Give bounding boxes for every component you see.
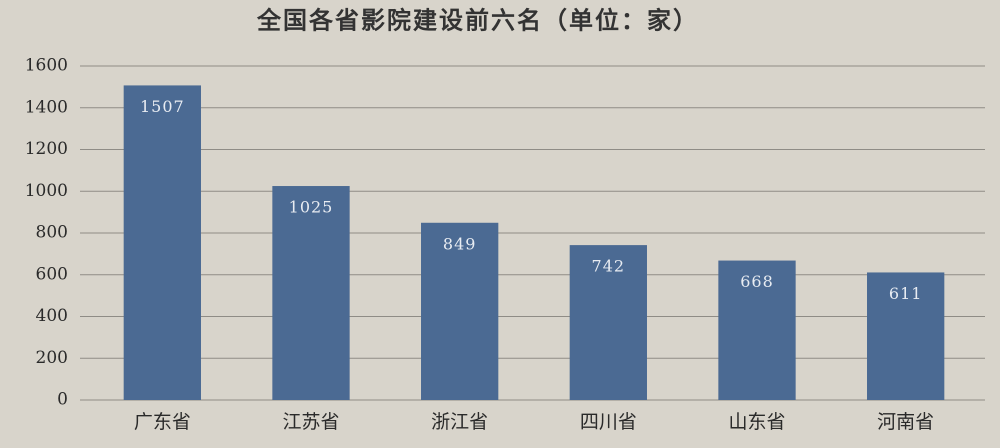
y-tick-label: 800: [36, 223, 68, 243]
y-tick-label: 200: [36, 348, 68, 368]
y-tick-label: 1600: [25, 56, 68, 76]
x-tick-label: 江苏省: [282, 411, 339, 433]
x-tick-label: 河南省: [877, 411, 934, 433]
x-tick-label: 山东省: [728, 411, 785, 433]
bar: [867, 272, 945, 400]
y-tick-label: 1000: [25, 181, 68, 201]
bar: [272, 186, 350, 400]
value-label: 1025: [289, 198, 334, 217]
value-label: 611: [889, 284, 923, 303]
y-tick-label: 1200: [25, 139, 68, 159]
value-label: 849: [443, 234, 477, 253]
value-label: 1507: [140, 97, 185, 116]
x-tick-label: 四川省: [580, 411, 637, 433]
x-tick-label: 广东省: [134, 411, 191, 433]
y-tick-label: 0: [57, 390, 68, 410]
bar: [123, 85, 201, 400]
bar: [569, 245, 647, 400]
value-label: 668: [740, 272, 774, 291]
bar: [421, 222, 499, 400]
bar: [718, 260, 796, 400]
y-tick-label: 1400: [25, 97, 68, 117]
value-label: 742: [592, 257, 626, 276]
chart-title: 全国各省影院建设前六名（单位：家）: [256, 6, 699, 35]
y-tick-label: 400: [36, 306, 68, 326]
x-tick-label: 浙江省: [431, 411, 488, 433]
y-tick-label: 600: [36, 264, 68, 284]
